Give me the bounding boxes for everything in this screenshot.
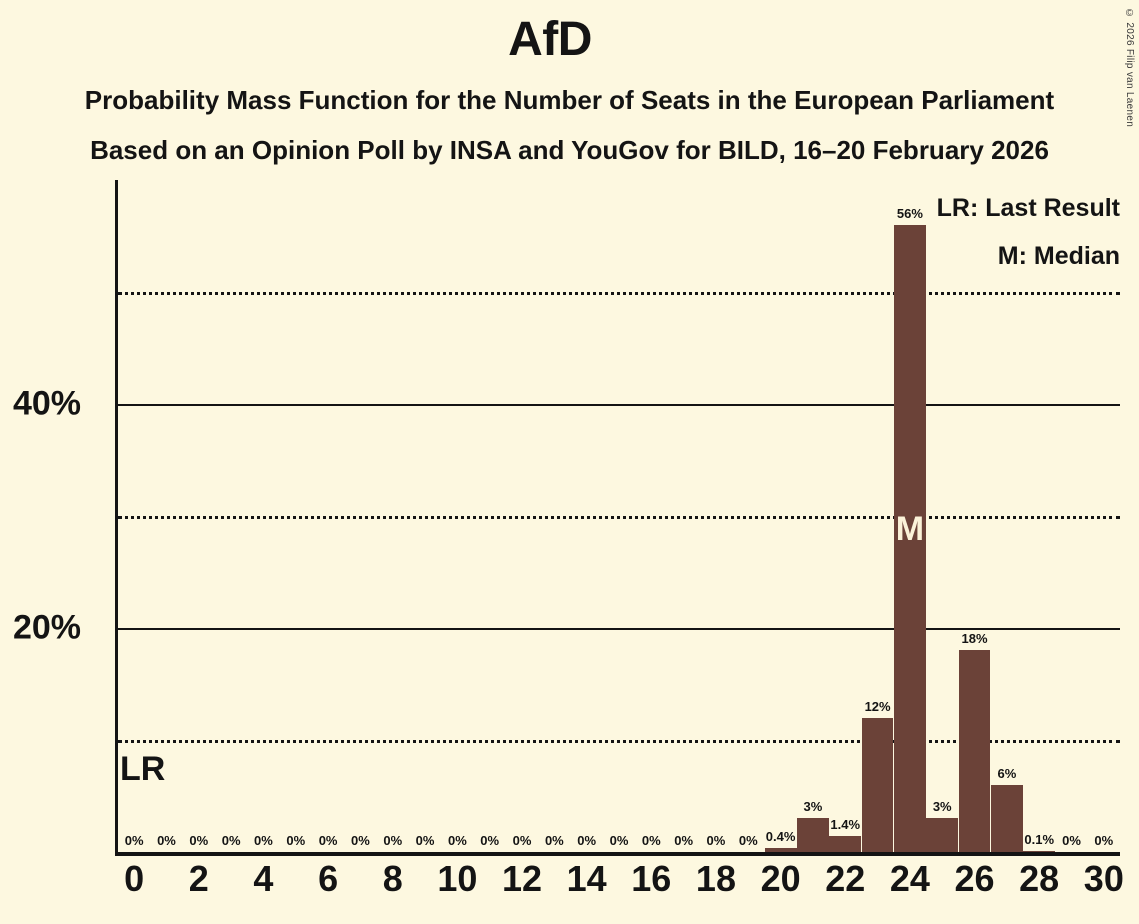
page-title: AfD	[508, 13, 592, 66]
bar-value-label: 0%	[1094, 833, 1114, 848]
bar-value-label: 0%	[189, 833, 209, 848]
bar-value-label: 0%	[674, 833, 694, 848]
legend-last-result: LR: Last Result	[936, 194, 1120, 222]
gridline-dotted	[118, 740, 1120, 743]
bar	[990, 784, 1023, 852]
x-axis-tick-label: 30	[1083, 858, 1124, 899]
x-axis-tick-label: 26	[954, 858, 995, 899]
x-axis-tick-label: 28	[1019, 858, 1060, 899]
bar-value-label: 0%	[221, 833, 241, 848]
bar-value-label: 1.4%	[830, 817, 861, 833]
plot-area: 20% 40% 0% 0% 0% 0% 0% 0% 0% 0% 0% 0% 0% 0% 0% 0% 0% 0% 0…	[13, 180, 1120, 856]
bar	[829, 836, 862, 852]
legend-median: M: Median	[997, 242, 1120, 270]
bar-value-label: 0%	[286, 833, 306, 848]
bar	[1023, 850, 1056, 852]
bar	[764, 847, 797, 852]
gridline-solid	[118, 404, 1120, 406]
x-axis-tick-label: 4	[253, 858, 274, 899]
bar-value-label: 6%	[997, 765, 1017, 781]
bar-value-label: 0%	[480, 833, 500, 848]
chart-subtitle-line2: Based on an Opinion Poll by INSA and You…	[90, 135, 1049, 165]
x-axis-tick-label: 2	[188, 858, 209, 899]
chart-subtitle-line1: Probability Mass Function for the Number…	[84, 85, 1055, 115]
gridline-dotted	[118, 292, 1120, 295]
bar-value-label: 0%	[544, 833, 564, 848]
x-axis-tick-label: 22	[825, 858, 866, 899]
bar	[926, 818, 959, 852]
bar-value-label: 0%	[738, 833, 758, 848]
x-axis-tick-label: 18	[695, 858, 736, 899]
gridline-solid	[118, 628, 1120, 630]
x-axis-tick-label: 10	[437, 858, 478, 899]
x-axis-tick-label: 20	[760, 858, 801, 899]
median-marker: M	[895, 510, 925, 548]
bar-value-label: 56%	[896, 205, 923, 221]
bar-value-label: 3%	[932, 799, 952, 815]
x-axis-line	[115, 852, 1120, 856]
bar-value-label: 0%	[254, 833, 273, 848]
bar-value-label: 0%	[351, 833, 370, 848]
bar-value-label: 0%	[124, 833, 144, 848]
bar-value-label: 0%	[512, 833, 532, 848]
x-axis-tick-label: 16	[631, 858, 672, 899]
x-axis-tick-label: 14	[566, 858, 607, 899]
bar	[861, 717, 894, 852]
gridline-dotted	[118, 516, 1120, 519]
bar	[958, 650, 991, 852]
bar-value-label: 3%	[803, 799, 823, 815]
bar-value-label: 0%	[706, 833, 726, 848]
bar-value-label: 0%	[641, 833, 661, 848]
copyright-notice: © 2026 Filip van Laenen	[1124, 8, 1135, 128]
x-axis-tick-label: 0	[124, 858, 145, 899]
bar-value-label: 12%	[864, 698, 891, 714]
bar-value-label: 18%	[961, 631, 988, 647]
x-axis-tick-label: 8	[382, 858, 403, 899]
x-axis-tick-label: 24	[889, 858, 930, 899]
bar-value-label: 0%	[609, 833, 629, 848]
bar-value-label: 0%	[415, 833, 435, 848]
bar-value-label: 0%	[383, 833, 403, 848]
last-result-marker: LR	[120, 750, 166, 788]
y-axis-tick-label: 20%	[12, 608, 81, 647]
x-axis-tick-label: 6	[318, 858, 339, 899]
bar-value-label: 0%	[1062, 833, 1081, 848]
bar	[893, 224, 926, 852]
bar-value-label: 0.4%	[765, 828, 796, 844]
bar-value-label: 0%	[447, 833, 467, 848]
bar-value-label: 0%	[577, 833, 597, 848]
bar-value-label: 0.1%	[1024, 831, 1055, 847]
bar	[797, 818, 829, 852]
y-axis-tick-label: 40%	[12, 384, 81, 423]
bar-value-label: 0%	[318, 833, 338, 848]
y-axis-line	[115, 180, 118, 852]
x-axis-tick-label: 12	[502, 858, 543, 899]
chart-legend: LR: Last Result M: Median	[937, 184, 1120, 280]
bar-value-label: 0%	[157, 833, 176, 848]
